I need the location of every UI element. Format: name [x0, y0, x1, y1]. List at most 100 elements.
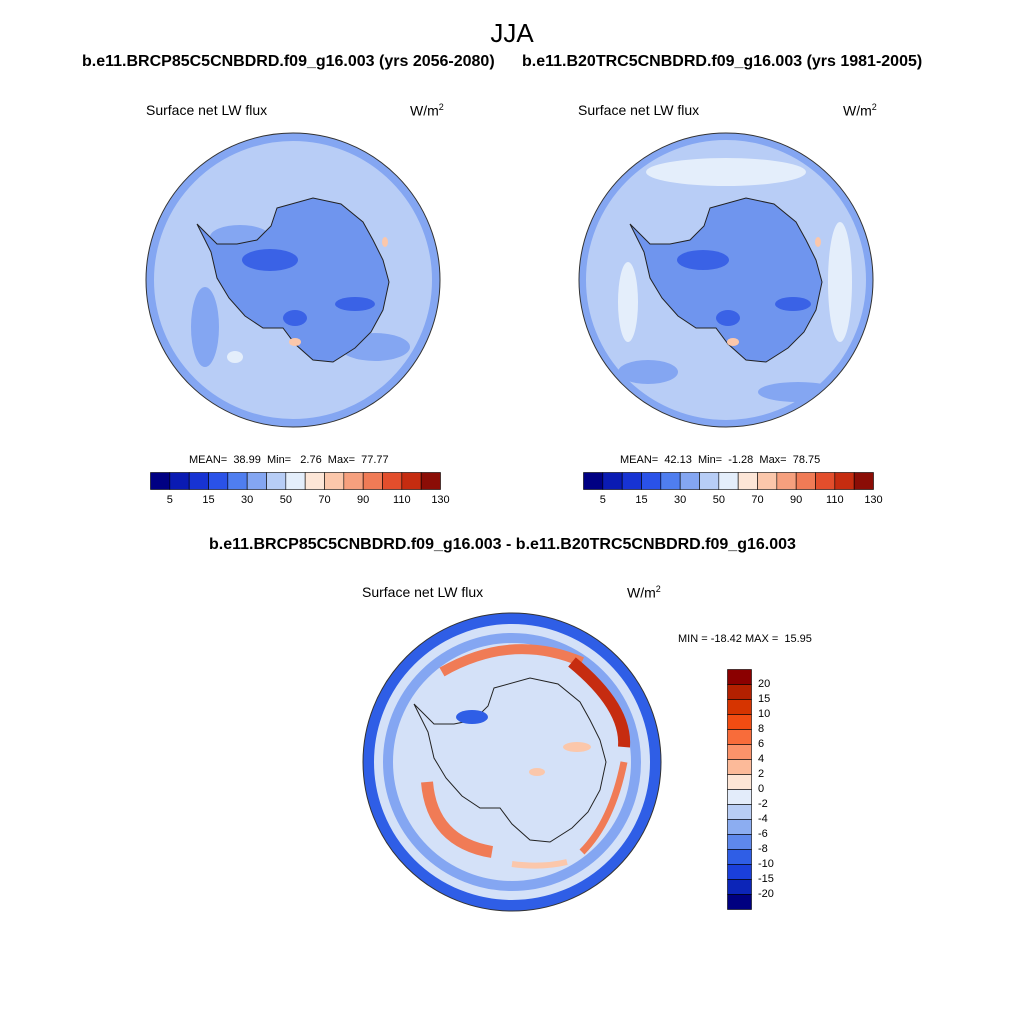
rcp85-colorbar-box-7: [285, 472, 306, 490]
hist-colorbar-tick-label: 90: [790, 494, 803, 506]
rcp85-units-base: W/m: [410, 102, 439, 119]
diff-colorbar-box-9: [727, 804, 752, 820]
diff-colorbar-tick-label: 6: [758, 737, 765, 750]
diff-colorbar-box-10: [727, 819, 752, 835]
diff-colorbar-tick-label: -6: [758, 827, 768, 840]
rcp85-colorbar-box-13: [401, 472, 422, 490]
hist-colorbar-box-0: [583, 472, 604, 490]
rcp85-colorbar-box-5: [246, 472, 267, 490]
rcp85-colorbar-tick-label: 5: [166, 494, 173, 506]
hist-ocean-light-3: [618, 262, 638, 342]
rcp85-colorbar-box-14: [420, 472, 441, 490]
diff-land-cool-spot: [456, 710, 488, 724]
hist-warm-spot-2: [815, 237, 821, 247]
hist-colorbar-box-9: [757, 472, 778, 490]
hist-colorbar-box-8: [737, 472, 758, 490]
diff-land-warm-spot-2: [529, 768, 545, 776]
diff-stats: MIN = -18.42 MAX = 15.95: [678, 633, 812, 645]
diff-colorbar-tick-label: -20: [758, 887, 774, 900]
hist-land-dark-1: [677, 250, 729, 270]
diff-colorbar-box-7: [727, 774, 752, 790]
rcp85-colorbar-box-1: [169, 472, 190, 490]
hist-ocean-patch-1: [618, 360, 678, 384]
diff-colorbar: [727, 669, 752, 910]
diff-colorbar-box-15: [727, 894, 752, 910]
rcp85-colorbar-box-8: [304, 472, 325, 490]
diff-colorbar-box-0: [727, 669, 752, 685]
diff-inner-ring: [383, 633, 641, 891]
rcp85-colorbar-box-10: [343, 472, 364, 490]
diff-colorbar-box-11: [727, 834, 752, 850]
hist-land-dark-2: [775, 297, 811, 311]
rcp85-polar-map: [145, 132, 441, 428]
hist-stats: MEAN= 42.13 Min= -1.28 Max= 78.75: [620, 454, 821, 466]
diff-colorbar-tick-label: -10: [758, 857, 774, 870]
diff-polar-map: [362, 612, 662, 912]
rcp85-land-dark-1: [242, 249, 298, 271]
diff-units-base: W/m: [627, 584, 656, 601]
diff-colorbar-box-13: [727, 864, 752, 880]
rcp85-antarctica-landmass: [196, 197, 390, 363]
diff-colorbar-tick-label: -2: [758, 797, 768, 810]
hist-colorbar-box-13: [834, 472, 855, 490]
page-title: JJA: [490, 18, 534, 48]
rcp85-variable-label: Surface net LW flux: [146, 102, 268, 118]
diff-warm-arc-north: [439, 644, 584, 677]
rcp85-colorbar-tick-label: 130: [431, 494, 450, 506]
hist-units-exp: 2: [871, 102, 877, 112]
rcp85-stats: MEAN= 38.99 Min= 2.76 Max= 77.77: [189, 454, 389, 466]
diff-warm-arc-southwest: [421, 781, 494, 858]
rcp85-warm-spot-1: [289, 338, 301, 346]
hist-ocean-patch-2: [758, 382, 838, 402]
diff-map-border: [362, 612, 662, 912]
rcp85-colorbar-tick-label: 30: [241, 494, 254, 506]
hist-case-title: b.e11.B20TRC5CNBDRD.f09_g16.003 (yrs 198…: [522, 53, 923, 70]
hist-colorbar-tick-label: 130: [864, 494, 883, 506]
diff-colorbar-tick-label: 10: [758, 707, 771, 720]
diff-case-title: b.e11.BRCP85C5CNBDRD.f09_g16.003 - b.e11…: [209, 536, 796, 553]
diff-colorbar-tick-label: -15: [758, 872, 774, 885]
rcp85-land-dark-3: [283, 310, 307, 326]
rcp85-colorbar-box-9: [324, 472, 345, 490]
hist-variable-label: Surface net LW flux: [578, 102, 700, 118]
rcp85-units-label: W/m2: [410, 102, 444, 119]
diff-colorbar-box-6: [727, 759, 752, 775]
hist-colorbar-box-12: [815, 472, 836, 490]
hist-colorbar-tick-label: 15: [635, 494, 648, 506]
diff-colorbar-tick-label: 8: [758, 722, 765, 735]
hist-ocean-light-2: [828, 222, 852, 342]
rcp85-colorbar-box-12: [382, 472, 403, 490]
hist-colorbar: [583, 472, 874, 490]
rcp85-map-border: [145, 132, 441, 428]
hist-colorbar-box-1: [602, 472, 623, 490]
diff-warm-arc-east: [568, 657, 631, 748]
rcp85-colorbar-box-4: [227, 472, 248, 490]
diff-warm-arc-southeast: [579, 761, 628, 855]
hist-colorbar-box-3: [641, 472, 662, 490]
diff-colorbar-box-12: [727, 849, 752, 865]
diff-colorbar-tick-label: 15: [758, 692, 771, 705]
diff-units-exp: 2: [655, 584, 661, 594]
rcp85-colorbar-box-11: [362, 472, 383, 490]
rcp85-ocean-light-patch: [227, 351, 243, 363]
diff-colorbar-tick-label: 0: [758, 782, 765, 795]
rcp85-land-dark-2: [335, 297, 375, 311]
rcp85-colorbar-tick-label: 15: [202, 494, 215, 506]
diff-colorbar-box-5: [727, 744, 752, 760]
diff-antarctica-landmass: [413, 677, 607, 843]
rcp85-colorbar-tick-label: 110: [393, 494, 411, 506]
diff-colorbar-tick-label: 4: [758, 752, 765, 765]
hist-units-label: W/m2: [843, 102, 877, 119]
hist-colorbar-box-6: [699, 472, 720, 490]
hist-land-dark-3: [716, 310, 740, 326]
rcp85-case-title: b.e11.BRCP85C5CNBDRD.f09_g16.003 (yrs 20…: [82, 53, 495, 70]
rcp85-colorbar-tick-label: 70: [318, 494, 331, 506]
hist-ocean-light-1: [646, 158, 806, 186]
hist-map-border: [578, 132, 874, 428]
rcp85-colorbar-box-2: [188, 472, 209, 490]
diff-colorbar-tick-label: -8: [758, 842, 768, 855]
rcp85-colorbar-box-0: [150, 472, 171, 490]
hist-colorbar-tick-label: 110: [826, 494, 844, 506]
diff-colorbar-box-8: [727, 789, 752, 805]
hist-colorbar-box-11: [795, 472, 816, 490]
